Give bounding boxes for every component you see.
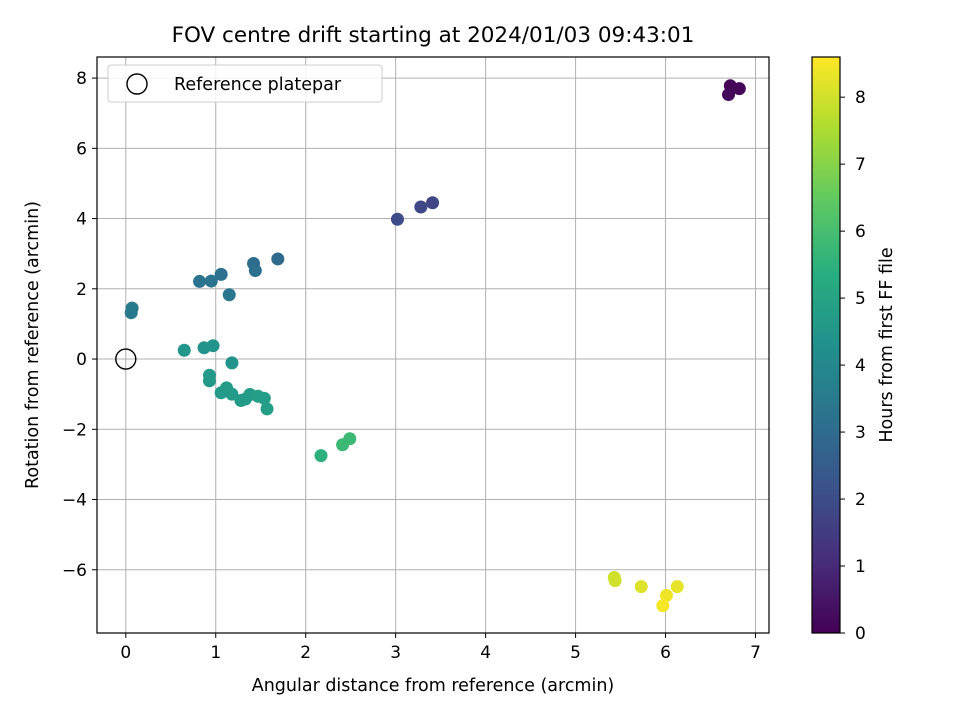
data-point (722, 88, 736, 102)
plot-frame (96, 56, 770, 634)
y-tick-label: 0 (76, 350, 87, 370)
x-tick-label: 2 (300, 643, 311, 663)
data-point (271, 252, 285, 266)
colorbar-tick-label: 8 (855, 88, 866, 108)
y-axis-label: Rotation from reference (arcmin) (23, 201, 43, 489)
data-point (177, 343, 191, 357)
data-point (202, 374, 216, 388)
data-point (634, 580, 648, 594)
grid (97, 57, 769, 633)
data-point (214, 267, 228, 281)
x-tick-label: 7 (750, 643, 761, 663)
colorbar-tick-label: 6 (855, 222, 866, 242)
y-tick-label: −4 (62, 491, 87, 511)
legend-label: Reference platepar (174, 75, 342, 95)
data-point (608, 574, 622, 588)
y-tick-label: 6 (76, 139, 87, 159)
x-tick-label: 1 (210, 643, 221, 663)
data-point (206, 339, 220, 353)
data-point (314, 449, 328, 463)
y-tick-label: −2 (62, 420, 87, 440)
x-tick-label: 0 (120, 643, 131, 663)
reference-marker-layer (115, 348, 137, 370)
data-point (426, 196, 440, 210)
legend: Reference platepar (107, 64, 383, 103)
data-point (225, 387, 239, 401)
colorbar-gradient (812, 57, 840, 633)
data-point (659, 588, 673, 602)
scatter-points (124, 79, 746, 613)
x-tick-label: 6 (660, 643, 671, 663)
legend-open-circle-marker (126, 73, 148, 95)
y-axis-ticks: −6 −4 −2 0 2 4 6 8 (62, 69, 97, 581)
y-tick-label: 8 (76, 69, 87, 89)
data-point (670, 580, 684, 594)
data-point (414, 200, 428, 214)
colorbar-ticks: 0 1 2 3 4 5 6 7 8 (840, 88, 866, 644)
colorbar-tick-label: 2 (855, 490, 866, 510)
colorbar-label: Hours from first FF file (877, 247, 897, 442)
x-tick-label: 4 (480, 643, 491, 663)
x-tick-label: 5 (570, 643, 581, 663)
y-tick-label: 2 (76, 280, 87, 300)
x-axis-ticks: 0 1 2 3 4 5 6 7 (120, 633, 761, 663)
data-point (193, 274, 207, 288)
colorbar-frame (811, 56, 841, 634)
data-point (260, 402, 274, 416)
y-tick-label: −6 (62, 561, 87, 581)
data-point (204, 274, 218, 288)
data-point (225, 356, 239, 370)
data-point (124, 306, 138, 320)
colorbar-tick-label: 3 (855, 423, 866, 443)
data-point (343, 432, 357, 446)
colorbar: 0 1 2 3 4 5 6 7 8 Hours from first FF file (811, 56, 897, 644)
data-point (222, 288, 236, 302)
data-point (257, 391, 271, 405)
legend-box (107, 64, 383, 103)
x-axis-label: Angular distance from reference (arcmin) (252, 676, 615, 696)
colorbar-tick-label: 5 (855, 289, 866, 309)
data-point (732, 82, 746, 96)
colorbar-tick-label: 7 (855, 155, 866, 175)
y-tick-label: 4 (76, 210, 87, 230)
chart-title: FOV centre drift starting at 2024/01/03 … (172, 23, 695, 48)
colorbar-tick-label: 4 (855, 356, 866, 376)
x-tick-label: 3 (390, 643, 401, 663)
colorbar-tick-label: 0 (855, 624, 866, 644)
reference-platepar-marker (115, 348, 137, 370)
data-point (248, 264, 262, 278)
colorbar-tick-label: 1 (855, 557, 866, 577)
data-point (390, 212, 404, 226)
data-point (656, 599, 670, 613)
